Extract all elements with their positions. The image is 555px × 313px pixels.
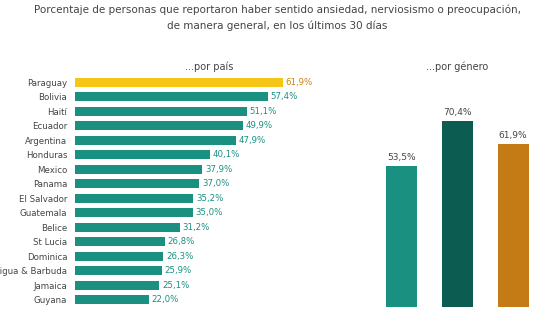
Bar	[75, 136, 236, 145]
Text: 61,9%: 61,9%	[286, 78, 313, 87]
Text: 35,0%: 35,0%	[195, 208, 223, 217]
Text: 51,1%: 51,1%	[249, 107, 277, 116]
Text: 37,0%: 37,0%	[202, 179, 229, 188]
Bar	[75, 295, 149, 304]
Text: 26,8%: 26,8%	[168, 237, 195, 246]
Text: 22,0%: 22,0%	[152, 295, 179, 304]
Text: 31,2%: 31,2%	[183, 223, 210, 232]
Text: 35,2%: 35,2%	[196, 194, 223, 203]
Text: 40,1%: 40,1%	[213, 150, 240, 159]
Title: ...por género: ...por género	[426, 61, 488, 72]
Bar	[498, 144, 528, 307]
Bar	[75, 280, 159, 290]
Text: 25,1%: 25,1%	[162, 280, 189, 290]
Bar	[75, 237, 165, 246]
Bar	[75, 208, 193, 217]
Text: de manera general, en los últimos 30 días: de manera general, en los últimos 30 día…	[167, 20, 388, 31]
Bar	[386, 166, 417, 307]
Bar	[75, 223, 180, 232]
Bar	[75, 121, 243, 130]
Bar	[75, 92, 268, 101]
Text: Porcentaje de personas que reportaron haber sentido ansiedad, nerviosismo o preo: Porcentaje de personas que reportaron ha…	[34, 5, 521, 15]
Text: 49,9%: 49,9%	[245, 121, 273, 130]
Text: 61,9%: 61,9%	[499, 131, 527, 140]
Text: 26,3%: 26,3%	[166, 252, 193, 261]
Bar	[75, 194, 193, 203]
Bar	[75, 252, 163, 260]
Bar	[75, 150, 210, 159]
Text: 25,9%: 25,9%	[165, 266, 192, 275]
Text: 57,4%: 57,4%	[271, 92, 298, 101]
Text: 53,5%: 53,5%	[387, 153, 416, 162]
Text: 70,4%: 70,4%	[443, 109, 471, 117]
Bar	[75, 107, 247, 116]
Bar	[75, 179, 199, 188]
Bar	[442, 121, 472, 307]
Title: ...por país: ...por país	[185, 61, 234, 72]
Bar	[75, 266, 162, 275]
Bar	[75, 165, 203, 174]
Bar	[75, 78, 283, 87]
Text: 37,9%: 37,9%	[205, 165, 233, 174]
Text: 47,9%: 47,9%	[239, 136, 266, 145]
